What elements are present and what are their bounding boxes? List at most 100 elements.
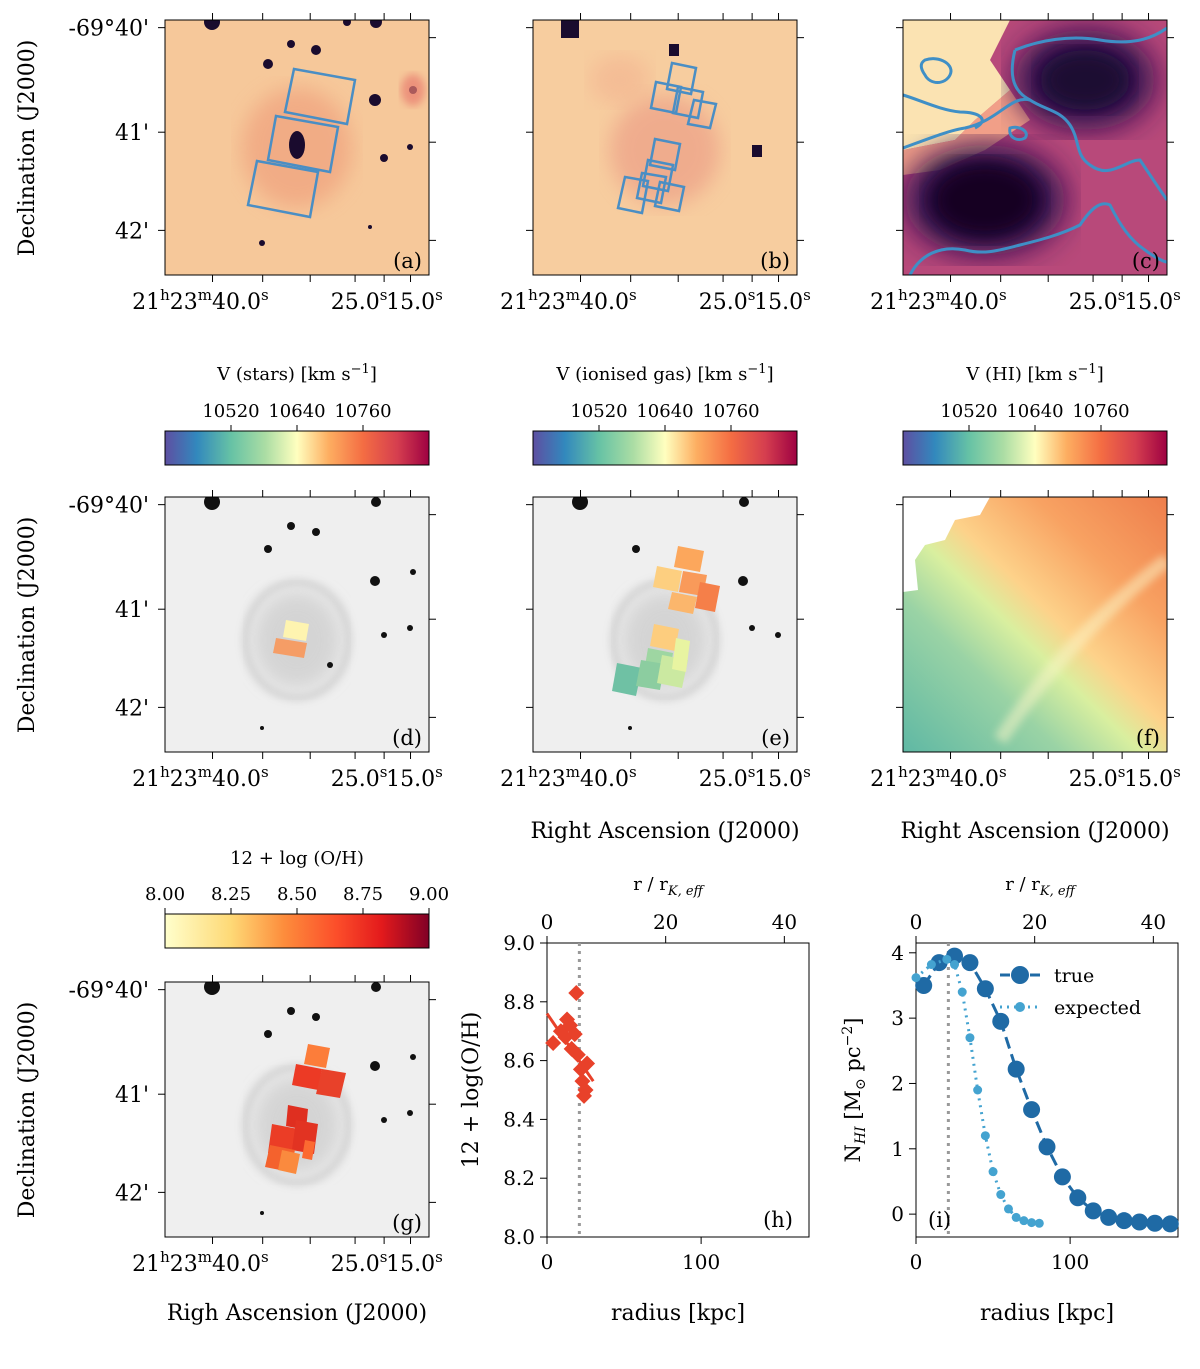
ra-tick-label: 15.0s [754,763,811,792]
ra-tick-label: 21h23m40.0s [870,763,1007,792]
series-point-true [961,954,979,972]
series-point-true [1023,1101,1041,1119]
panel-g [164,981,430,1238]
series-point-true [1069,1189,1087,1207]
ra-tick-label: 15.0s [386,1248,443,1277]
panel-a-galaxy-core [289,131,305,159]
ra-tick-label: 21h23m40.0s [500,763,637,792]
data-point [569,1046,586,1063]
panel-d-stars [204,497,416,730]
colorbar-hi-label: V (HI) [km s−1] [965,362,1103,385]
dec-tick-label: 41' [115,1083,149,1108]
ra-tick-label: 21h23m40.0s [500,286,637,315]
series-point-expected [1011,1212,1021,1222]
x-tick-label: 100 [1051,1250,1089,1274]
panel-letter-d: (d) [392,726,422,750]
ra-tick-label: 21h23m40.0s [870,286,1007,315]
data-point [568,984,585,1001]
colorbar-tick-label: 10640 [636,401,693,422]
ra-tick-label: 25.0s [331,1248,388,1277]
panel-h-top-xlabel: r / rK, eff [633,874,705,899]
colorbar-hi: V (HI) [km s−1] 10520 10640 10760 [902,362,1168,466]
series-point-expected [973,1085,983,1095]
y-tick-label: 8.0 [503,1225,535,1249]
y-tick-label: 8.6 [503,1049,535,1073]
ra-tick-label: 21h23m40.0s [132,1248,269,1277]
panel-e-stars [572,497,781,730]
panel-a-box-center [266,114,340,174]
series-point-expected [996,1190,1006,1200]
dec-label-row3: Declination (J2000) [15,1002,40,1219]
dec-tick-label: 42' [115,1181,149,1206]
panel-g-bins [265,1044,346,1174]
colorbar-ionised-bar [532,430,798,466]
x-tick-label: 0 [541,1250,554,1274]
legend-true-marker [1011,966,1029,984]
data-point [575,1087,592,1104]
series-point-expected [911,973,921,983]
y-tick-label: 8.2 [503,1166,535,1190]
panel-e-bins [612,546,720,696]
colorbar-stars: V (stars) [km s−1] 10520 10640 10760 [164,362,430,466]
colorbar-tick-label: 10520 [940,401,997,422]
x-tick-label: 0 [910,1250,923,1274]
panel-d-bins [273,620,309,658]
dec-tick-label: 42' [115,696,149,721]
panel-d [164,496,430,753]
panel-letter-f: (f) [1136,726,1160,750]
series-point-true [1038,1138,1056,1156]
y-tick-label: 8.4 [503,1107,535,1131]
panel-b-boxes [616,61,718,215]
ra-tick-label: 21h23m40.0s [132,763,269,792]
y-tick-label: 0 [891,1202,904,1226]
colorbar-tick-label: 10640 [268,401,325,422]
ra-label-e: Right Ascension (J2000) [530,819,799,844]
colorbar-tick-label: 10760 [334,401,391,422]
colorbar-ionised-label: V (ionised gas) [km s−1] [555,362,773,385]
dec-tick-label: 41' [115,121,149,146]
panel-h-xlabel: radius [kpc] [611,1301,745,1326]
series-point-true [1100,1208,1118,1226]
series-point-expected [988,1167,998,1177]
panel-letter-a: (a) [393,249,422,273]
panel-b [532,19,798,276]
ra-label-g: Righ Ascension (J2000) [167,1301,427,1326]
series-point-expected [1034,1218,1044,1228]
colorbar-oh-bar [164,913,430,949]
series-point-expected [926,960,936,970]
top-x-tick-label: 20 [1022,910,1047,934]
y-tick-label: 4 [891,941,904,965]
ra-tick-label: 25.0s [331,286,388,315]
y-tick-label: 2 [891,1071,904,1095]
ra-tick-label: 15.0s [386,286,443,315]
panel-letter-h: (h) [763,1208,793,1232]
panel-a-box-south [246,159,320,219]
top-x-tick-label: 0 [541,910,554,934]
panel-g-stars [204,982,416,1215]
colorbar-oh-label: 12 + log (O/H) [230,848,364,869]
dec-label-row2: Declination (J2000) [15,517,40,734]
ra-tick-label: 15.0s [1124,286,1181,315]
series-point-expected [965,1033,975,1043]
panel-letter-g: (g) [392,1211,422,1235]
ra-tick-label: 15.0s [754,286,811,315]
colorbar-stars-label: V (stars) [km s−1] [216,362,377,385]
y-tick-label: 8.8 [503,990,535,1014]
panel-letter-c: (c) [1132,249,1160,273]
panel-c [902,19,1168,276]
panel-f-masked-region [903,497,990,592]
series-point-expected [980,1131,990,1141]
top-x-tick-label: 40 [772,910,797,934]
ra-label-f: Right Ascension (J2000) [900,819,1169,844]
ra-tick-label: 25.0s [331,763,388,792]
series-point-true [992,1012,1010,1030]
series-point-true [1053,1168,1071,1186]
panel-letter-b: (b) [760,249,790,273]
panel-letter-i: (i) [928,1208,951,1232]
colorbar-hi-bar [902,430,1168,466]
ra-tick-label: 15.0s [1124,763,1181,792]
colorbar-tick-label: 8.75 [343,884,383,905]
colorbar-stars-bar [164,430,430,466]
panel-i-xlabel: radius [kpc] [980,1301,1114,1326]
